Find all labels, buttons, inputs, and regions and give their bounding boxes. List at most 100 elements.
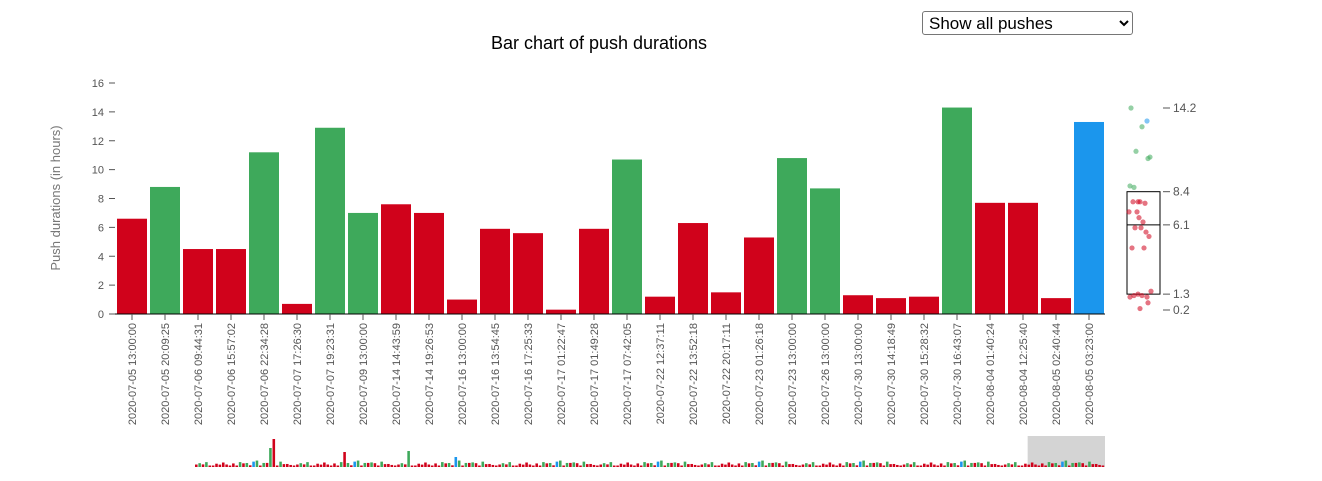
- bar[interactable]: [183, 249, 213, 314]
- overview-bar: [919, 465, 923, 467]
- overview-bar: [242, 463, 245, 467]
- bar[interactable]: [249, 152, 279, 314]
- bar[interactable]: [150, 186, 180, 314]
- overview-bar: [980, 463, 983, 467]
- overview-bar: [548, 462, 552, 467]
- bar[interactable]: [381, 204, 411, 314]
- bar[interactable]: [843, 295, 873, 314]
- overview-bar: [794, 464, 798, 467]
- overview-bar: [973, 462, 977, 467]
- x-tick-label: 2020-07-14 14:43:59: [391, 323, 403, 425]
- overview-bar: [596, 465, 599, 467]
- overview-bar: [343, 452, 346, 467]
- overview-bar: [1010, 464, 1014, 467]
- overview-bar: [663, 465, 667, 467]
- y-tick-label: 6: [98, 222, 104, 234]
- overview-bar: [195, 464, 198, 467]
- bar[interactable]: [1041, 298, 1071, 314]
- overview-bar: [441, 462, 444, 467]
- boxplot-point: [1130, 199, 1136, 205]
- overview-bar: [575, 463, 579, 467]
- overview-bar: [279, 461, 282, 467]
- overview-bar: [565, 462, 569, 467]
- overview-bar: [970, 462, 973, 467]
- boxplot-point: [1139, 124, 1145, 130]
- bar[interactable]: [414, 212, 444, 314]
- bar[interactable]: [645, 296, 675, 314]
- bar[interactable]: [612, 159, 642, 314]
- bar[interactable]: [711, 292, 741, 314]
- overview-bar: [366, 462, 370, 467]
- boxplot-point: [1143, 229, 1149, 235]
- x-axis: 2020-07-05 13:00:00 2020-07-05 20:09:25 20…: [115, 313, 1105, 425]
- overview-bar: [724, 464, 727, 467]
- bar[interactable]: [744, 237, 774, 314]
- overview-bar: [286, 463, 289, 467]
- bar[interactable]: [282, 303, 312, 314]
- overview-bar: [1074, 462, 1078, 467]
- bar[interactable]: [876, 298, 906, 314]
- y-tick-label: 10: [92, 165, 104, 177]
- boxplot-point: [1137, 305, 1143, 312]
- overview-bar: [454, 457, 458, 467]
- overview-bar: [872, 462, 876, 467]
- overview-bar: [481, 461, 485, 467]
- bar[interactable]: [579, 228, 609, 314]
- boxplot-point: [1136, 215, 1142, 221]
- overview-bar: [208, 465, 212, 467]
- overview-bar: [363, 462, 367, 467]
- boxplot-point: [1140, 219, 1146, 225]
- overview-bar: [414, 465, 417, 467]
- bar[interactable]: [942, 107, 972, 314]
- overview-bar: [1020, 465, 1024, 467]
- bar[interactable]: [447, 299, 477, 314]
- bar[interactable]: [513, 233, 543, 314]
- overview-bar: [990, 464, 993, 467]
- overview-bar: [333, 463, 336, 467]
- bar[interactable]: [216, 249, 246, 314]
- bar[interactable]: [975, 202, 1005, 314]
- overview-bar: [697, 465, 700, 467]
- overview-bar: [350, 465, 353, 467]
- overview-bar: [1014, 462, 1017, 467]
- bar[interactable]: [909, 296, 939, 314]
- x-tick-label: 2020-07-30 16:43:07: [952, 323, 964, 425]
- y-tick-label: 8: [98, 194, 104, 206]
- bar[interactable]: [1008, 202, 1038, 314]
- overview-bar: [434, 463, 437, 467]
- bar[interactable]: [810, 188, 840, 314]
- overview-bar: [400, 463, 404, 467]
- overview-bar: [801, 464, 805, 467]
- overview-bar: [1098, 464, 1101, 467]
- overview-bar: [838, 463, 842, 467]
- bar[interactable]: [348, 212, 378, 314]
- overview-bar: [370, 462, 373, 467]
- overview-bar: [248, 465, 252, 467]
- overview-bar: [316, 463, 319, 467]
- overview-bar: [545, 463, 549, 467]
- overview-bar: [639, 465, 643, 467]
- overview-bar: [643, 462, 646, 467]
- bar[interactable]: [480, 228, 510, 314]
- overview-bar: [572, 462, 576, 467]
- bar[interactable]: [315, 127, 345, 314]
- overview-bar: [693, 464, 697, 467]
- bar[interactable]: [1074, 121, 1104, 314]
- overview-bar: [592, 464, 596, 467]
- overview-bar: [1084, 465, 1088, 467]
- overview-bar: [201, 464, 205, 467]
- overview-bar: [515, 465, 518, 467]
- bar[interactable]: [777, 158, 807, 314]
- boxplot-point: [1129, 245, 1135, 251]
- overview-bar: [670, 462, 673, 467]
- bar[interactable]: [546, 309, 576, 314]
- overview-bar: [734, 465, 737, 467]
- overview-bar: [589, 463, 592, 467]
- overview-brush-chart[interactable]: [195, 436, 1105, 467]
- overview-bar: [912, 462, 916, 467]
- overview-bar: [885, 461, 889, 467]
- bar[interactable]: [117, 218, 147, 314]
- overview-bar: [1024, 463, 1027, 467]
- bar[interactable]: [678, 223, 708, 314]
- push-filter-select[interactable]: Show all pushes: [922, 11, 1133, 35]
